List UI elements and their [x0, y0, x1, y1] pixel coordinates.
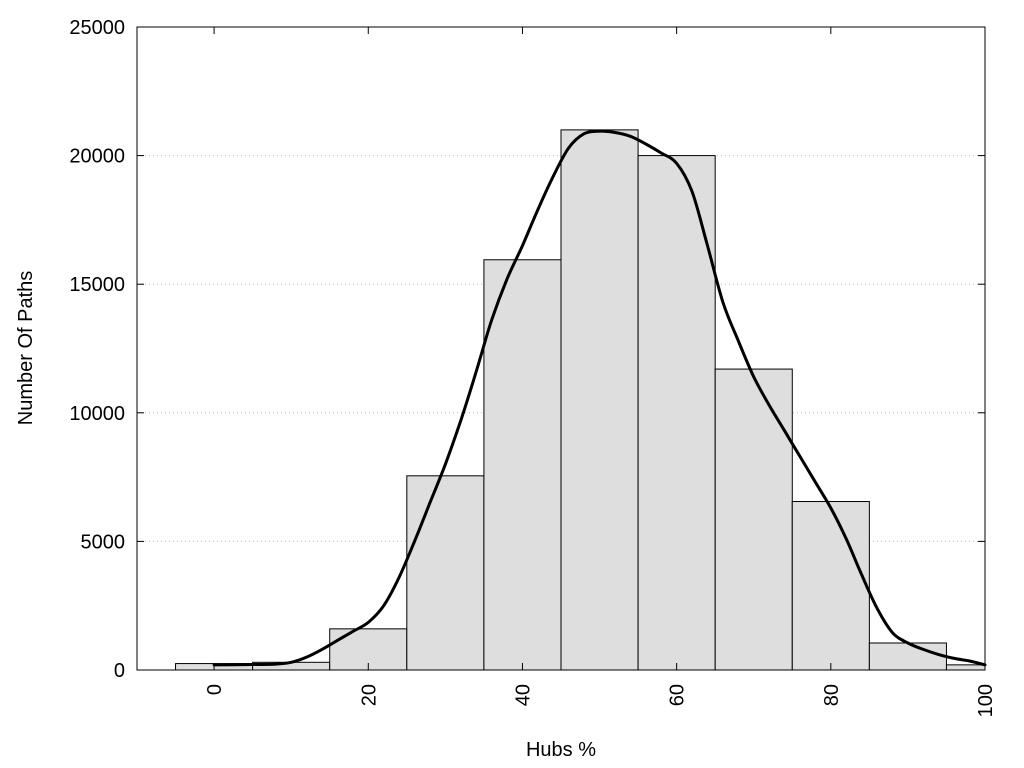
x-axis-ticks: 0 20 40 60 80 100	[204, 27, 997, 717]
x-tick-label: 20	[358, 684, 380, 706]
histogram-bar	[868, 642, 947, 671]
y-tick-label: 10000	[69, 403, 125, 425]
histogram-bar	[791, 501, 870, 671]
y-axis-title: Number Of Paths	[15, 271, 37, 426]
y-tick-label: 20000	[69, 146, 125, 168]
y-tick-label: 5000	[81, 531, 126, 553]
histogram-bars	[175, 129, 986, 671]
histogram-bar	[483, 259, 562, 671]
y-tick-label: 25000	[69, 17, 125, 39]
x-axis-title: Hubs %	[526, 739, 596, 761]
density-curve-layer	[212, 129, 987, 667]
x-tick-label: 80	[821, 684, 843, 706]
density-curve	[212, 129, 987, 667]
x-tick-label: 100	[975, 684, 997, 717]
histogram-bar	[945, 664, 986, 671]
histogram-bar	[406, 475, 485, 671]
y-tick-label: 0	[114, 660, 125, 682]
histogram-bar	[714, 368, 793, 671]
histogram-bar	[560, 129, 639, 671]
x-tick-label: 60	[667, 684, 689, 706]
plot-area-frame	[136, 26, 986, 671]
y-tick-label: 15000	[69, 274, 125, 296]
x-tick-label: 40	[512, 684, 534, 706]
y-axis-ticks: 0 5000 10000 15000 20000 25000	[69, 17, 985, 682]
x-tick-label: 0	[204, 684, 226, 695]
